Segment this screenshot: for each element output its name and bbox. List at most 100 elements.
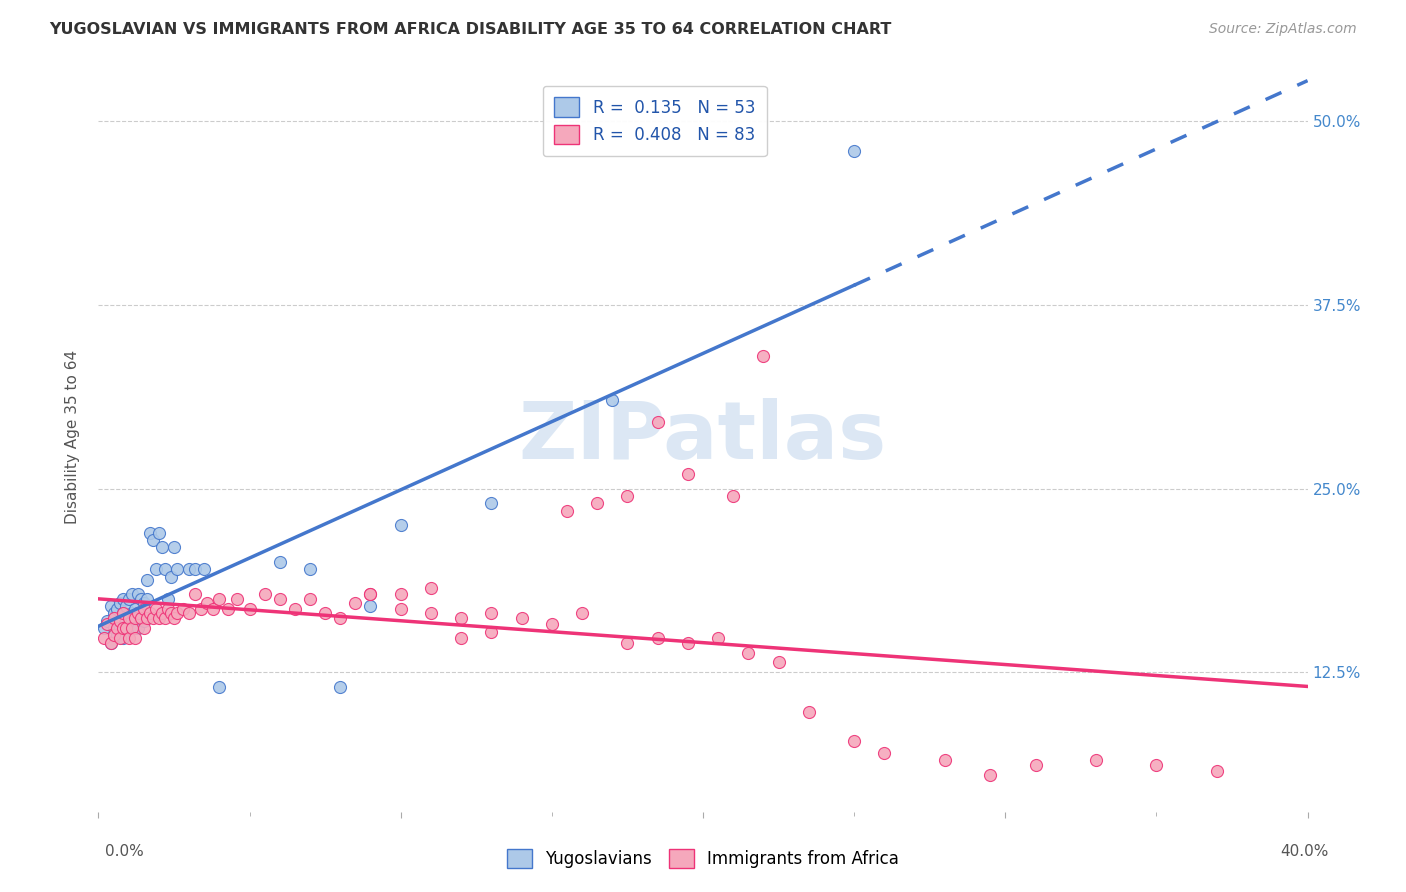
Point [844,734,866,748]
Point [647,632,669,646]
Point [111,621,134,635]
Point [124,611,146,625]
Point [602,393,624,408]
Point [93,621,115,635]
Point [269,591,291,606]
Text: ZIPatlas: ZIPatlas [519,398,887,476]
Point [329,680,352,694]
Point [108,614,131,628]
Point [132,602,155,616]
Point [1024,757,1046,772]
Point [118,611,141,625]
Point [93,632,115,646]
Point [481,496,503,510]
Point [1206,764,1229,778]
Point [108,632,131,646]
Point [420,607,443,621]
Point [103,611,125,625]
Point [105,602,128,616]
Point [844,144,866,158]
Point [121,607,143,621]
Point [314,607,336,621]
Point [135,611,157,625]
Point [111,607,134,621]
Point [127,621,149,635]
Point [103,607,125,621]
Point [389,602,412,616]
Point [153,562,176,576]
Point [389,518,412,533]
Point [166,562,188,576]
Point [344,596,367,610]
Point [148,525,170,540]
Point [108,614,131,628]
Point [481,607,503,621]
Point [100,636,122,650]
Point [132,614,155,628]
Point [96,616,118,631]
Point [707,632,730,646]
Point [179,607,201,621]
Point [979,768,1001,782]
Point [555,503,578,517]
Point [118,621,141,635]
Point [124,602,146,616]
Point [129,611,152,625]
Point [156,602,179,616]
Point [195,596,218,610]
Point [752,349,775,363]
Point [208,680,231,694]
Point [139,607,162,621]
Point [163,541,186,555]
Point [108,621,131,635]
Point [132,596,155,610]
Point [105,621,128,635]
Point [160,569,183,583]
Y-axis label: Disability Age 35 to 64: Disability Age 35 to 64 [65,350,80,524]
Point [616,636,638,650]
Point [100,599,122,613]
Point [329,611,352,625]
Point [676,467,699,481]
Point [481,625,503,640]
Point [253,587,276,601]
Point [389,587,412,601]
Point [797,705,820,719]
Point [111,632,134,646]
Text: 0.0%: 0.0% [105,845,145,859]
Point [150,541,173,555]
Point [217,602,239,616]
Point [111,591,134,606]
Point [156,591,179,606]
Point [105,628,128,642]
Point [450,632,472,646]
Point [124,632,146,646]
Point [360,599,382,613]
Point [118,591,141,606]
Point [420,582,443,596]
Point [135,591,157,606]
Point [96,614,118,628]
Point [103,628,125,642]
Point [142,611,165,625]
Point [540,616,562,631]
Point [172,602,194,616]
Point [150,607,173,621]
Point [142,533,165,547]
Point [114,621,136,635]
Point [108,596,131,610]
Point [100,636,122,650]
Point [284,602,307,616]
Point [571,607,593,621]
Point [239,602,262,616]
Point [299,562,322,576]
Point [129,591,152,606]
Point [139,525,162,540]
Point [118,611,141,625]
Point [190,602,212,616]
Point [132,621,155,635]
Point [121,587,143,601]
Point [145,562,167,576]
Point [873,746,896,760]
Point [124,621,146,635]
